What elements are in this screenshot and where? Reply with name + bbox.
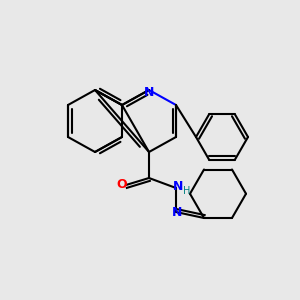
Text: O: O (117, 178, 127, 191)
Text: H: H (183, 186, 191, 196)
Text: N: N (144, 86, 154, 100)
Text: N: N (173, 181, 183, 194)
Text: N: N (172, 206, 182, 218)
